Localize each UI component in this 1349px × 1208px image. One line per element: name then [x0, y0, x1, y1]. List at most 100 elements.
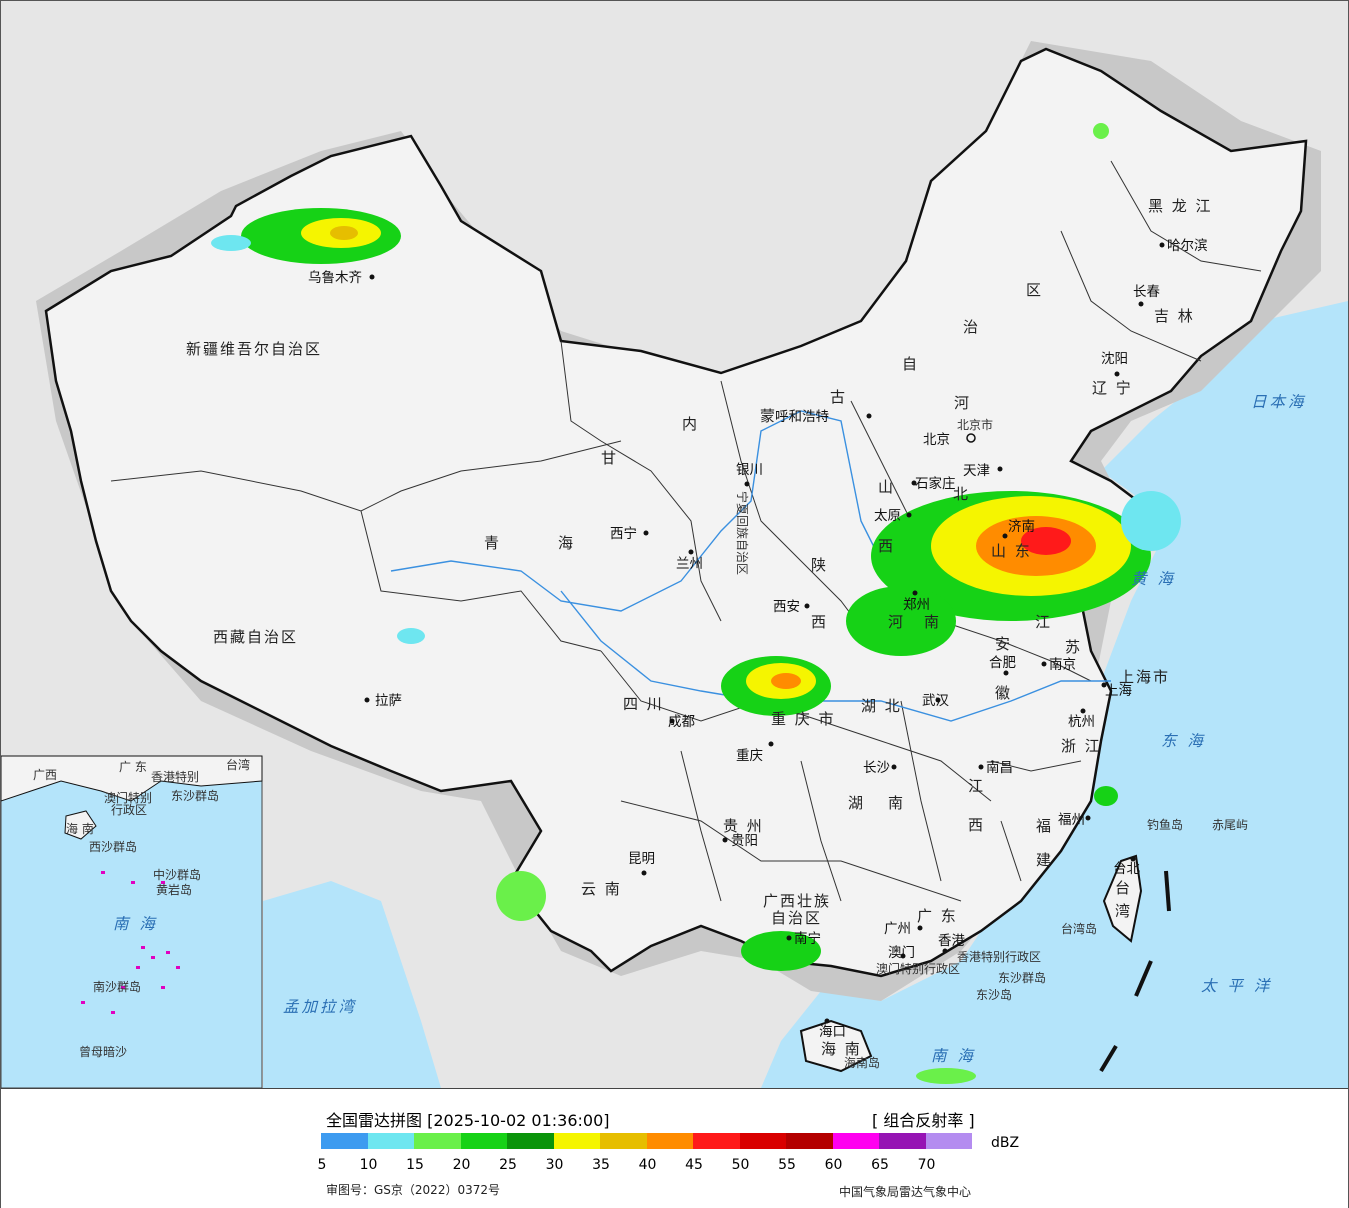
- label-guizhou: 贵 州: [723, 817, 764, 835]
- label-neimenggu-e: 治: [963, 318, 980, 336]
- inset-hainan: [64, 810, 97, 840]
- inset-admin: 行政区: [111, 803, 147, 817]
- inset-islands: [81, 871, 180, 1014]
- city-beijing: 北京: [923, 432, 950, 448]
- city-shijiazhuang: 石家庄: [915, 475, 956, 492]
- city-tianjin: 天津: [963, 463, 990, 479]
- hainan-island: [799, 1019, 873, 1073]
- legend-product: [ 组合反射率 ]: [872, 1111, 975, 1130]
- radar-map: 新疆维吾尔自治区 西藏自治区 青 海 甘 内 蒙 古 自 治 区 黑 龙 江 吉…: [1, 1, 1348, 1088]
- city-chengdu: 成都: [668, 714, 695, 730]
- island-chiwei: 赤尾屿: [1212, 818, 1248, 832]
- legend-swatch-8: [693, 1133, 740, 1149]
- inset-dongsha: 东沙群岛: [171, 788, 219, 803]
- city-nanjing: 南京: [1049, 657, 1076, 673]
- label-ningxia: 宁夏回族自治区: [735, 491, 750, 575]
- label-henan-a: 河: [888, 613, 905, 631]
- legend-tick-50: 50: [731, 1157, 750, 1173]
- city-kunming: 昆明: [628, 851, 655, 867]
- label-macau-sar: 澳门特别行政区: [876, 961, 960, 976]
- inset-south-sea: 南 海: [113, 915, 158, 933]
- maritime-dashes: [1099, 870, 1171, 1073]
- legend-swatch-4: [507, 1133, 554, 1149]
- inset-huangyan: 黄岩岛: [156, 882, 192, 897]
- label-guangdong: 广 东: [917, 907, 958, 925]
- city-wuhan: 武汉: [922, 693, 950, 709]
- label-liaoning: 辽 宁: [1092, 379, 1133, 397]
- inset-zengmu: 曾母暗沙: [79, 1044, 127, 1059]
- label-neimenggu-f: 区: [1026, 281, 1043, 299]
- inset-zhongsha: 中沙群岛: [153, 867, 201, 882]
- legend-approval-number: 审图号：GS京（2022）0372号: [326, 1183, 500, 1197]
- label-hunan-b: 南: [888, 794, 905, 812]
- label-shanxi-a: 山: [878, 478, 895, 496]
- legend-swatch-2: [414, 1133, 461, 1149]
- city-guangzhou: 广州: [884, 921, 911, 937]
- label-fujian-b: 建: [1036, 851, 1053, 869]
- legend-swatch-3: [460, 1133, 507, 1149]
- legend-tick-65: 65: [871, 1157, 889, 1173]
- inset-taiwan: 台湾: [226, 757, 250, 772]
- city-hohhot: 呼和浩特: [775, 409, 829, 425]
- city-chongqing: 重庆: [736, 748, 763, 764]
- label-shaanxi-b: 西: [811, 613, 828, 631]
- label-shandong: 山 东: [991, 542, 1032, 560]
- legend-tick-70: 70: [917, 1157, 936, 1173]
- city-jinan: 济南: [1008, 519, 1035, 535]
- bengal-sea-area: [263, 881, 441, 1088]
- legend-tick-40: 40: [638, 1157, 657, 1173]
- label-jiangxi-a: 江: [968, 777, 985, 795]
- city-urumqi: 乌鲁木齐: [308, 270, 362, 286]
- label-qinghai-b: 海: [558, 534, 575, 552]
- label-zhejiang: 浙 江: [1061, 737, 1102, 755]
- city-shanghai: 上海: [1105, 683, 1132, 699]
- label-hebei-b: 北: [953, 485, 970, 503]
- label-yunnan: 云 南: [581, 880, 622, 898]
- legend-tick-5: 5: [317, 1157, 327, 1173]
- city-lhasa: 拉萨: [375, 693, 402, 709]
- legend-tick-15: 15: [406, 1157, 424, 1173]
- city-hefei: 合肥: [989, 655, 1016, 671]
- radar-echoes: [211, 123, 1181, 1084]
- legend-swatch-10: [786, 1133, 833, 1149]
- label-neimenggu-d: 自: [902, 355, 919, 373]
- label-jilin: 吉 林: [1154, 307, 1195, 325]
- label-shanxi-b: 西: [878, 537, 895, 555]
- label-neimenggu-c: 古: [830, 388, 847, 406]
- label-taiwan-a: 台: [1115, 879, 1132, 897]
- label-gansu: 甘: [601, 449, 618, 467]
- inset-hongkong: 香港特别: [151, 769, 199, 784]
- island-dongsha: 东沙群岛: [998, 970, 1046, 985]
- label-qinghai-a: 青: [484, 534, 501, 552]
- label-jiangsu-b: 苏: [1065, 638, 1082, 656]
- legend-color-scale: [321, 1133, 972, 1149]
- label-neimenggu-b: 蒙: [760, 407, 777, 425]
- sea-yellow: 黄 海: [1131, 570, 1176, 588]
- label-hubei: 湖 北: [861, 697, 902, 715]
- island-diaoyu: 钓鱼岛: [1147, 817, 1183, 832]
- sea-pacific: 太 平 洋: [1201, 977, 1272, 995]
- label-sichuan: 四 川: [623, 695, 664, 713]
- legend-source: 中国气象局雷达气象中心: [839, 1185, 972, 1199]
- label-heilongjiang: 黑 龙 江: [1148, 197, 1213, 215]
- legend-unit: dBZ: [991, 1135, 1020, 1151]
- label-xinjiang: 新疆维吾尔自治区: [186, 340, 322, 358]
- label-taiwan-b: 湾: [1115, 902, 1132, 920]
- label-fujian-a: 福: [1036, 817, 1053, 835]
- label-hainan: 海 南: [821, 1040, 862, 1058]
- city-hangzhou: 杭州: [1068, 714, 1095, 730]
- inset-nansha: 南沙群岛: [93, 979, 141, 994]
- city-guiyang: 贵阳: [731, 833, 758, 849]
- sea-south: 南 海: [931, 1047, 976, 1065]
- city-nanning: 南宁: [794, 930, 821, 947]
- city-xining: 西宁: [610, 525, 637, 542]
- legend-swatch-0: [321, 1133, 368, 1149]
- label-hebei-a: 河: [954, 394, 971, 412]
- city-taipei: 台北: [1113, 861, 1141, 877]
- city-lanzhou: 兰州: [676, 556, 703, 572]
- legend-swatch-5: [553, 1133, 600, 1149]
- label-jiangxi-b: 西: [968, 816, 985, 834]
- legend-swatch-12: [879, 1133, 926, 1149]
- label-neimenggu-a: 内: [682, 415, 699, 433]
- legend-tick-35: 35: [592, 1157, 610, 1173]
